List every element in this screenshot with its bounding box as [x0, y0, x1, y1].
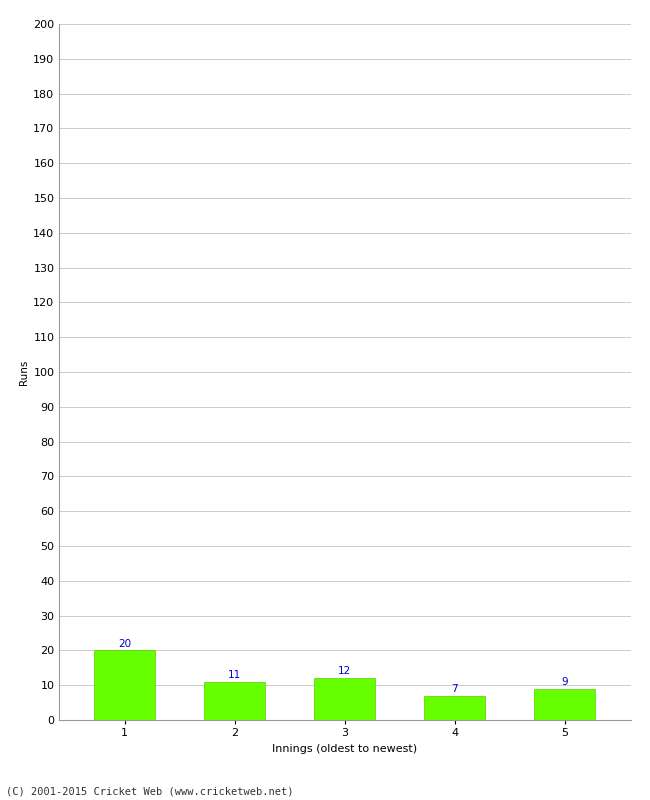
Y-axis label: Runs: Runs — [19, 359, 29, 385]
X-axis label: Innings (oldest to newest): Innings (oldest to newest) — [272, 744, 417, 754]
Bar — [314, 678, 375, 720]
Bar — [204, 682, 265, 720]
Text: 11: 11 — [228, 670, 241, 680]
Text: 12: 12 — [338, 666, 351, 677]
Text: (C) 2001-2015 Cricket Web (www.cricketweb.net): (C) 2001-2015 Cricket Web (www.cricketwe… — [6, 786, 294, 796]
Bar — [94, 650, 155, 720]
Text: 7: 7 — [451, 684, 458, 694]
Text: 20: 20 — [118, 638, 131, 649]
Bar — [424, 696, 485, 720]
Bar — [534, 689, 595, 720]
Text: 9: 9 — [561, 677, 568, 687]
